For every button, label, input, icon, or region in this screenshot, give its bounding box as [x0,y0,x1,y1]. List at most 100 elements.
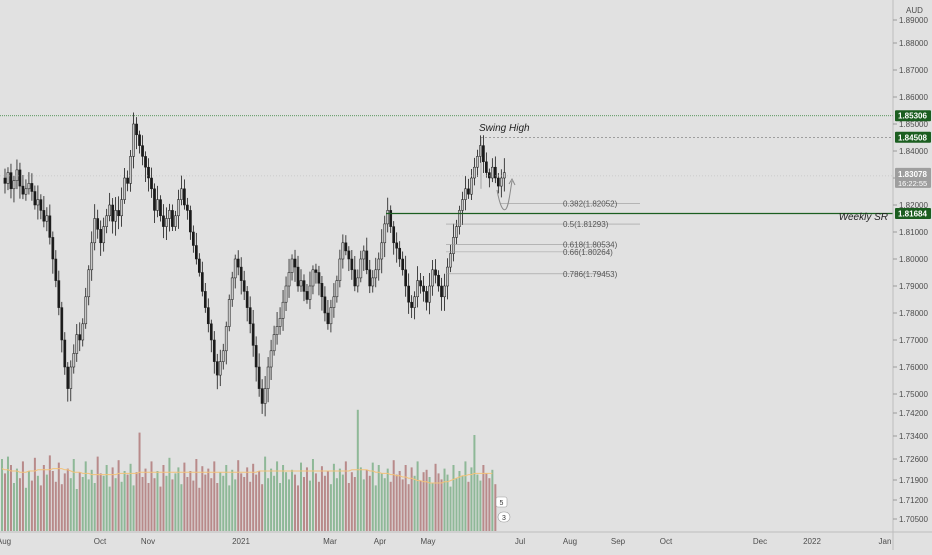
candle-body [452,237,455,254]
price-tick-label: 1.74200 [899,409,928,418]
volume-bar [93,483,96,531]
candle-body [171,210,174,227]
volume-bar [267,478,270,531]
candle-body [224,326,228,352]
volume-bar [383,478,386,531]
candle-body [245,291,249,308]
volume-bar [308,480,311,531]
volume-bar [45,474,48,531]
volume-bar [437,473,440,531]
candle-body [177,199,180,217]
volume-bar [302,477,305,531]
volume-bar [359,467,362,531]
volume-bar [33,457,36,531]
volume-bar [51,471,54,531]
price-scale[interactable] [893,0,932,550]
current-price-tag-bg [895,167,931,188]
volume-bar [201,466,204,531]
price-tick-label: 1.86000 [899,93,928,102]
volume-bar [365,469,368,531]
volume-bar [204,474,207,531]
volume-bar [234,479,237,531]
event-badges[interactable]: 5 3 [495,496,511,523]
volume-bar [362,479,365,531]
volume-bar [428,477,431,531]
candle-body [21,185,25,195]
candle-body [48,215,52,238]
candle-body [293,258,297,268]
currency-label: AUD [906,6,923,15]
candle-body [78,334,82,341]
price-tick-label: 1.73400 [899,432,928,441]
volume-bar [485,473,488,531]
event-badge-2-bg[interactable] [497,511,511,523]
volume-bar [395,474,398,531]
volume-bar [380,473,383,531]
price-tick-label: 1.75000 [899,390,928,399]
volume-bar [57,462,60,531]
volume-bar [111,467,114,531]
candle-body [135,123,138,136]
volume-bar [386,468,389,531]
candle-body [502,172,506,179]
top-level-price-tag-bg [895,110,931,122]
volume-bar [446,474,449,531]
event-badge-2[interactable]: 3 [502,515,506,522]
candle-body [377,258,381,271]
candle-body [200,272,204,292]
candle-body [254,345,258,368]
event-badge-1[interactable]: 5 [500,500,504,507]
candle-body [281,301,285,319]
volume-bar [422,472,425,531]
candle-body [374,269,378,279]
candle-body [470,177,473,195]
volume-bar [27,471,30,531]
weekly-sr-price-tag: 1.81684 [898,210,927,219]
candle-body [269,350,273,368]
volume-bar [213,461,216,531]
time-axis-ticks[interactable]: Aug Oct Nov 2021 Mar Apr May Jul Aug Sep Oct Dec 202… [0,537,891,546]
volume-bar [419,480,422,531]
candle-body [105,215,109,227]
candle-body [126,177,129,184]
candle-body [386,210,390,225]
time-tick-label: Jul [515,537,525,546]
volume-bar [246,467,249,531]
candle-body [99,229,103,244]
volume-bar [138,432,141,531]
candle-body [398,247,402,260]
candle-body [257,366,261,389]
volume-bar [434,463,437,531]
candle-body [189,210,192,233]
candle-body [212,339,216,362]
event-badge-1-bg[interactable] [495,496,508,508]
volume-bar [344,461,347,531]
volume-bar [87,479,90,531]
fib-level-label: 0.382(1.82052) [563,200,618,209]
volume-bar [305,467,308,531]
time-tick-label: 2021 [232,537,250,546]
volume-bar [311,459,314,531]
price-tick-label: 1.76000 [899,363,928,372]
volume-bar [338,468,341,531]
candle-body [425,291,428,303]
volume-bar [60,484,63,531]
time-tick-label: Mar [323,537,337,546]
volume-bar [461,475,464,531]
candle-body [260,388,264,404]
volume-bar [30,480,33,531]
candle-body [371,277,375,287]
volume-bar [240,473,243,531]
candle-body [54,258,58,281]
candle-body [9,172,13,190]
volume-bars [1,409,497,531]
price-tick-label: 1.72600 [899,455,928,464]
volume-bar [195,459,198,531]
volume-bar [165,475,168,531]
candle-body [440,285,443,298]
candle-body [209,323,213,341]
candle-body [72,353,76,368]
volume-bar [389,481,392,531]
